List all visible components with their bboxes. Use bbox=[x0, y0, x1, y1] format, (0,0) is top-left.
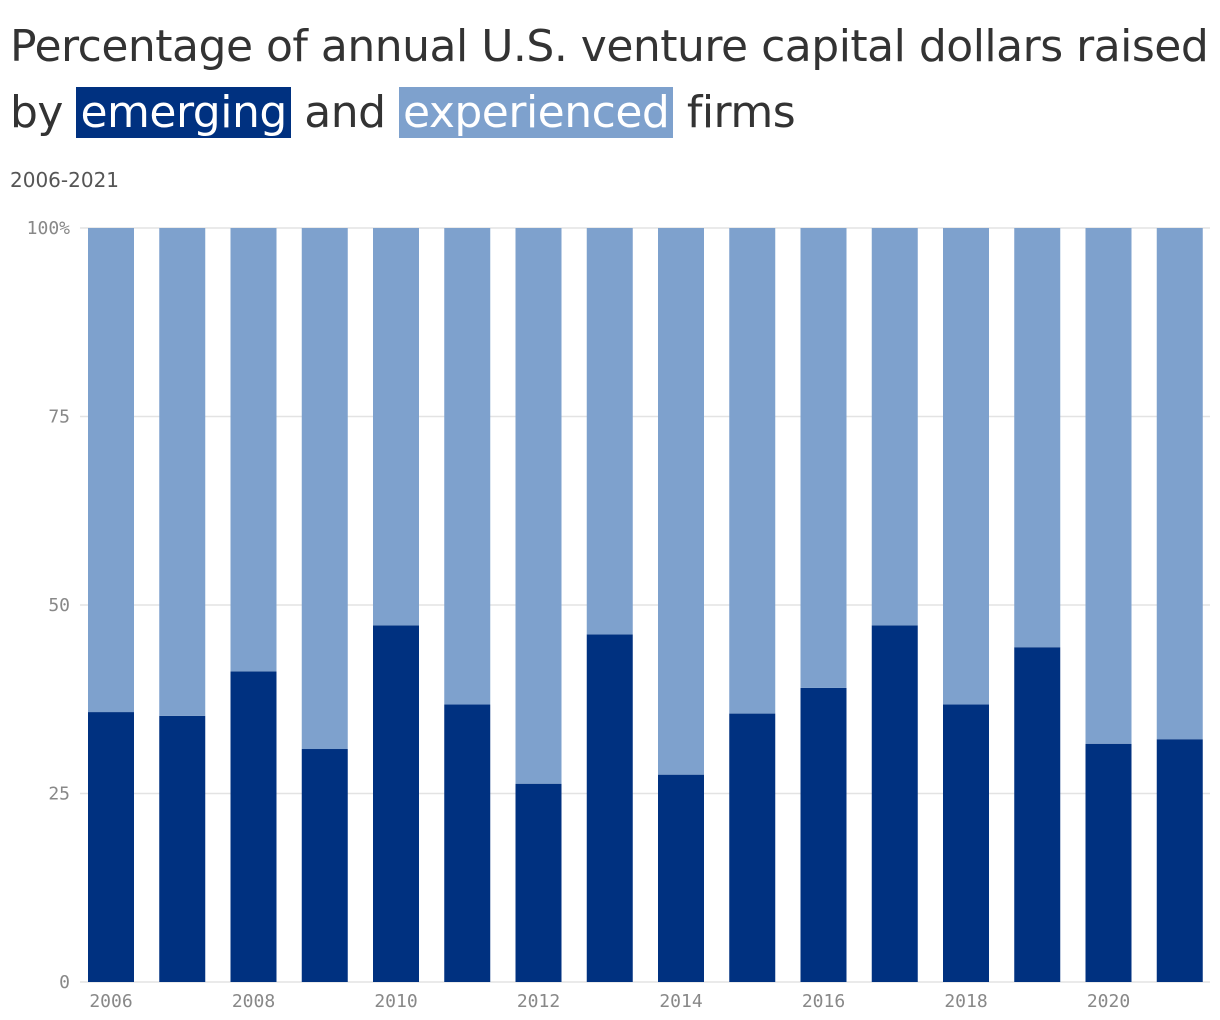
y-axis-labels: 0 25 50 75 100% bbox=[27, 218, 71, 993]
x-axis-labels: 2006 2008 2010 2012 2014 2016 2018 2020 bbox=[89, 991, 1130, 1012]
x-tick-label: 2018 bbox=[944, 991, 987, 1012]
x-tick-label: 2020 bbox=[1087, 991, 1130, 1012]
bar-experienced-2018 bbox=[943, 228, 989, 705]
bar-emerging-2017 bbox=[871, 625, 918, 982]
title-emerging-highlight: emerging bbox=[76, 87, 291, 138]
bar-experienced-2013 bbox=[586, 228, 633, 635]
y-tick-label: 50 bbox=[48, 595, 70, 616]
bar-emerging-2019 bbox=[1014, 647, 1061, 982]
bar-emerging-2011 bbox=[444, 704, 491, 982]
bar-emerging-2014 bbox=[658, 774, 704, 982]
bar-experienced-2016 bbox=[800, 228, 847, 688]
chart-subtitle: 2006-2021 bbox=[10, 168, 120, 192]
bar-experienced-2009 bbox=[301, 228, 348, 750]
x-tick-label: 2016 bbox=[802, 991, 845, 1012]
bar-emerging-2007 bbox=[159, 715, 206, 982]
y-tick-label: 0 bbox=[59, 972, 70, 993]
x-tick-label: 2014 bbox=[659, 991, 702, 1012]
y-tick-label: 100% bbox=[27, 218, 71, 239]
title-text-after: firms bbox=[673, 87, 796, 138]
title-text-middle: and bbox=[290, 87, 400, 138]
y-tick-label: 75 bbox=[48, 407, 70, 428]
y-tick-label: 25 bbox=[48, 784, 70, 805]
x-tick-label: 2008 bbox=[232, 991, 275, 1012]
bar-emerging-2021 bbox=[1156, 739, 1203, 982]
x-tick-label: 2006 bbox=[89, 991, 132, 1012]
title-experienced-highlight: experienced bbox=[399, 87, 674, 138]
bar-experienced-2021 bbox=[1156, 228, 1203, 740]
bar-experienced-2020 bbox=[1085, 228, 1132, 744]
title-text-before: Percentage of annual U.S. venture capita… bbox=[10, 21, 1209, 138]
bar-emerging-2016 bbox=[800, 687, 847, 982]
bar-experienced-2019 bbox=[1014, 228, 1061, 648]
bars bbox=[88, 228, 1203, 982]
bar-experienced-2007 bbox=[159, 228, 206, 716]
bar-emerging-2006 bbox=[88, 712, 134, 982]
bar-experienced-2010 bbox=[373, 228, 419, 626]
x-tick-label: 2010 bbox=[374, 991, 417, 1012]
chart-title: Percentage of annual U.S. venture capita… bbox=[10, 14, 1210, 146]
bar-emerging-2020 bbox=[1085, 743, 1132, 982]
bar-emerging-2018 bbox=[943, 704, 989, 982]
bar-emerging-2012 bbox=[515, 783, 562, 982]
bar-experienced-2014 bbox=[658, 228, 704, 775]
x-tick-label: 2012 bbox=[517, 991, 560, 1012]
bar-experienced-2011 bbox=[444, 228, 491, 705]
bar-experienced-2017 bbox=[871, 228, 918, 626]
bar-experienced-2006 bbox=[88, 228, 134, 713]
bar-experienced-2008 bbox=[230, 228, 277, 672]
bar-experienced-2012 bbox=[515, 228, 562, 784]
bar-emerging-2009 bbox=[301, 749, 348, 982]
bar-emerging-2010 bbox=[373, 625, 419, 982]
bar-emerging-2015 bbox=[729, 713, 776, 982]
bar-experienced-2015 bbox=[729, 228, 776, 714]
bar-emerging-2013 bbox=[586, 634, 633, 982]
bar-emerging-2008 bbox=[230, 671, 277, 982]
